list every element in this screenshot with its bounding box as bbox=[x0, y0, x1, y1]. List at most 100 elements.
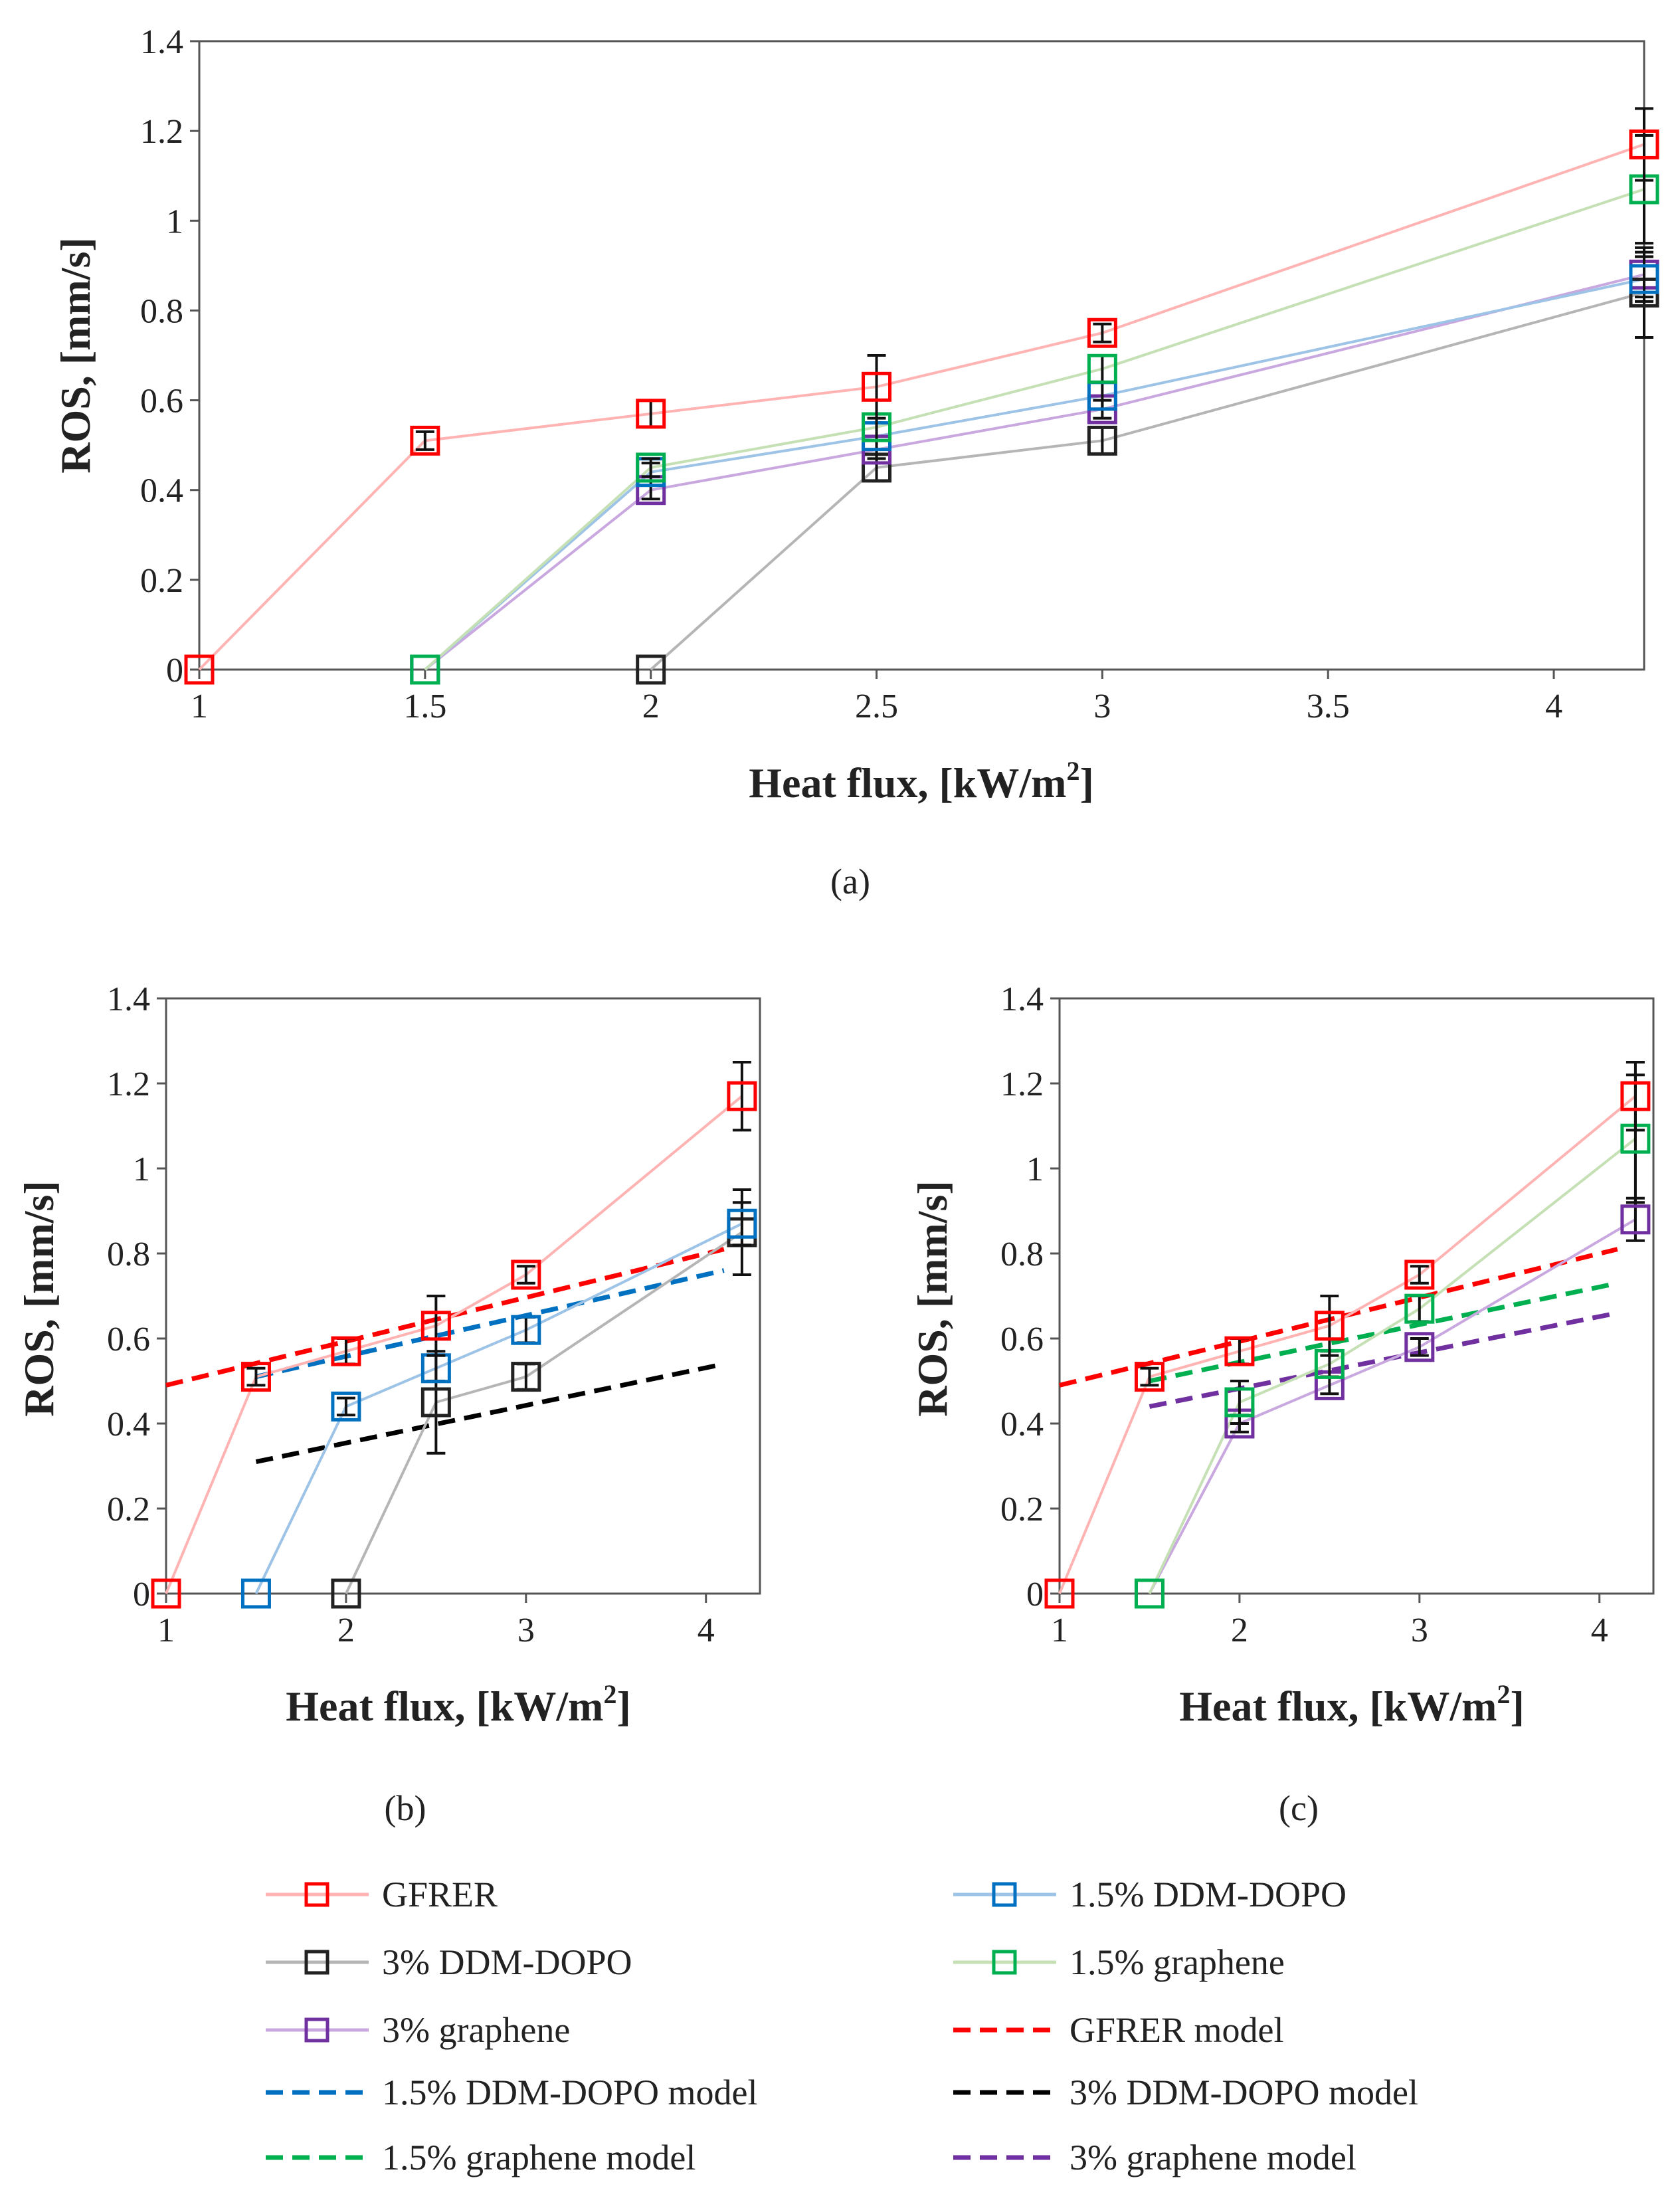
data-point-gfrer bbox=[1404, 1259, 1435, 1290]
y-tick-label: 1.4 bbox=[1000, 980, 1044, 1018]
legend-item-gr3: 3% graphene bbox=[266, 2010, 570, 2050]
data-point-gfrer bbox=[1087, 318, 1117, 348]
data-point-gfrer bbox=[410, 425, 440, 456]
series-line-3pct-ddm-dopo bbox=[345, 1231, 743, 1594]
legend-item-gr15: 1.5% graphene bbox=[953, 1942, 1285, 1982]
legend-item-ddm3-model: 3% DDM-DOPO model bbox=[953, 2073, 1418, 2112]
data-point-gfrer bbox=[1134, 1362, 1164, 1392]
legend-label-ddm15: 1.5% DDM-DOPO bbox=[1070, 1875, 1347, 1914]
legend-label-gr15-model: 1.5% graphene model bbox=[382, 2138, 696, 2177]
chart-panel-b: 0 0.2 0.4 0.6 0.8 1 1.2 1.4 1 2 3 4 ROS, [mm/s] Hea… bbox=[15, 980, 761, 1828]
legend-label-gr3: 3% graphene bbox=[382, 2010, 570, 2050]
legend-label-gr3-model: 3% graphene model bbox=[1070, 2138, 1356, 2177]
legend: GFRER 1.5% DDM-DOPO 3% DDM-DOPO 1.5% gra… bbox=[266, 1875, 1418, 2177]
x-tick-label: 3 bbox=[1411, 1612, 1428, 1649]
y-tick-label: 0 bbox=[133, 1576, 150, 1613]
data-point-gfrer bbox=[727, 1081, 757, 1111]
y-tick-label: 0.4 bbox=[140, 472, 183, 510]
x-tick-label: 2 bbox=[642, 688, 660, 725]
series-line-gfrer bbox=[165, 1095, 743, 1594]
data-point-1-5pct-ddm-dopo bbox=[1629, 264, 1659, 294]
y-axis-label-b: ROS, [mm/s] bbox=[15, 1180, 62, 1417]
legend-item-gr15-model: 1.5% graphene model bbox=[266, 2138, 696, 2177]
x-tick-label: 3.5 bbox=[1307, 688, 1350, 725]
x-tick-label: 3 bbox=[517, 1612, 535, 1649]
y-tick-label: 0.8 bbox=[140, 292, 183, 330]
plot-frame-b bbox=[165, 997, 761, 1595]
legend-item-ddm15: 1.5% DDM-DOPO bbox=[953, 1875, 1347, 1914]
y-tick-label: 1 bbox=[133, 1151, 150, 1188]
x-axis-label-c: Heat flux, [kW/m2] bbox=[1179, 1679, 1525, 1730]
legend-label-ddm3-model: 3% DDM-DOPO model bbox=[1070, 2073, 1418, 2112]
x-tick-label: 1 bbox=[1051, 1612, 1068, 1649]
chart-panel-a: 0 0.2 0.4 0.6 0.8 1 1.2 1.4 1 1.5 2 2.5 3 3.5 4 ROS, [… bbox=[52, 23, 1659, 901]
data-point-1-5pct-ddm-dopo bbox=[331, 1391, 361, 1422]
legend-label-ddm15-model: 1.5% DDM-DOPO model bbox=[382, 2073, 757, 2112]
legend-marker-gr3 bbox=[304, 2017, 329, 2043]
y-tick-label: 0.2 bbox=[140, 562, 183, 600]
legend-marker-gr15 bbox=[992, 1950, 1017, 1975]
data-point-gfrer bbox=[1314, 1311, 1345, 1341]
y-tick-label: 0.2 bbox=[107, 1491, 150, 1528]
legend-label-gr15: 1.5% graphene bbox=[1070, 1942, 1285, 1982]
x-tick-label: 4 bbox=[1545, 688, 1562, 725]
y-tick-label: 0.6 bbox=[1000, 1321, 1044, 1358]
caption-b: (b) bbox=[385, 1788, 426, 1828]
data-point-gfrer bbox=[1044, 1578, 1075, 1609]
data-point-3pct-ddm-dopo bbox=[1087, 425, 1117, 456]
y-tick-label: 0.4 bbox=[107, 1406, 150, 1443]
plot-frame-a bbox=[198, 40, 1645, 671]
y-tick-label: 1 bbox=[1026, 1151, 1044, 1188]
data-point-gfrer bbox=[331, 1336, 361, 1366]
legend-item-ddm15-model: 1.5% DDM-DOPO model bbox=[266, 2073, 757, 2112]
data-point-1-5pct-graphene bbox=[1134, 1578, 1164, 1609]
data-point-gfrer bbox=[636, 399, 666, 429]
data-point-gfrer bbox=[862, 371, 892, 402]
y-tick-label: 1 bbox=[166, 203, 183, 240]
legend-item-gfrer-model: GFRER model bbox=[953, 2010, 1284, 2050]
data-point-1-5pct-ddm-dopo bbox=[727, 1208, 757, 1239]
y-tick-label: 0 bbox=[1026, 1576, 1044, 1613]
data-point-3pct-ddm-dopo bbox=[331, 1578, 361, 1609]
chart-panel-c: 0 0.2 0.4 0.6 0.8 1 1.2 1.4 1 2 3 4 ROS, [mm/s] Hea… bbox=[909, 980, 1655, 1828]
x-tick-label: 2 bbox=[337, 1612, 355, 1649]
data-point-1-5pct-graphene bbox=[410, 654, 440, 685]
data-point-gfrer bbox=[240, 1362, 271, 1392]
y-axis-label-c: ROS, [mm/s] bbox=[909, 1180, 956, 1417]
legend-item-gfrer: GFRER bbox=[266, 1875, 498, 1914]
x-tick-label: 1 bbox=[157, 1612, 175, 1649]
y-tick-label: 0.4 bbox=[1000, 1406, 1044, 1443]
data-point-gfrer bbox=[1629, 129, 1659, 159]
legend-label-gfrer-model: GFRER model bbox=[1070, 2010, 1284, 2050]
y-axis-label-a: ROS, [mm/s] bbox=[52, 237, 99, 474]
data-point-3pct-ddm-dopo bbox=[511, 1362, 541, 1392]
legend-label-gfrer: GFRER bbox=[382, 1875, 498, 1914]
legend-item-ddm3: 3% DDM-DOPO bbox=[266, 1942, 632, 1982]
data-point-1-5pct-graphene bbox=[1224, 1387, 1255, 1418]
data-point-3pct-graphene bbox=[1620, 1204, 1651, 1235]
legend-item-gr3-model: 3% graphene model bbox=[953, 2138, 1356, 2177]
data-point-gfrer bbox=[184, 654, 215, 685]
y-tick-label: 1.2 bbox=[140, 113, 183, 151]
data-point-gfrer bbox=[511, 1259, 541, 1290]
series-line-gfrer bbox=[198, 143, 1645, 671]
y-tick-label: 1.4 bbox=[140, 23, 183, 61]
series-line-gfrer bbox=[1058, 1095, 1637, 1594]
x-tick-label: 2.5 bbox=[855, 688, 898, 725]
data-point-1-5pct-ddm-dopo bbox=[511, 1315, 541, 1345]
caption-c: (c) bbox=[1279, 1788, 1319, 1828]
y-tick-label: 1.4 bbox=[107, 980, 150, 1018]
x-tick-label: 4 bbox=[1591, 1612, 1608, 1649]
legend-marker-ddm3 bbox=[304, 1950, 329, 1975]
y-tick-label: 1.2 bbox=[107, 1065, 150, 1103]
y-tick-label: 0.8 bbox=[1000, 1236, 1044, 1273]
x-tick-label: 1 bbox=[191, 688, 208, 725]
data-point-gfrer bbox=[420, 1311, 451, 1341]
y-tick-label: 0 bbox=[166, 652, 183, 690]
legend-label-ddm3: 3% DDM-DOPO bbox=[382, 1942, 632, 1982]
data-point-3pct-ddm-dopo bbox=[420, 1387, 451, 1418]
caption-a: (a) bbox=[830, 862, 870, 901]
data-point-1-5pct-graphene bbox=[1087, 353, 1117, 384]
y-tick-label: 0.8 bbox=[107, 1236, 150, 1273]
